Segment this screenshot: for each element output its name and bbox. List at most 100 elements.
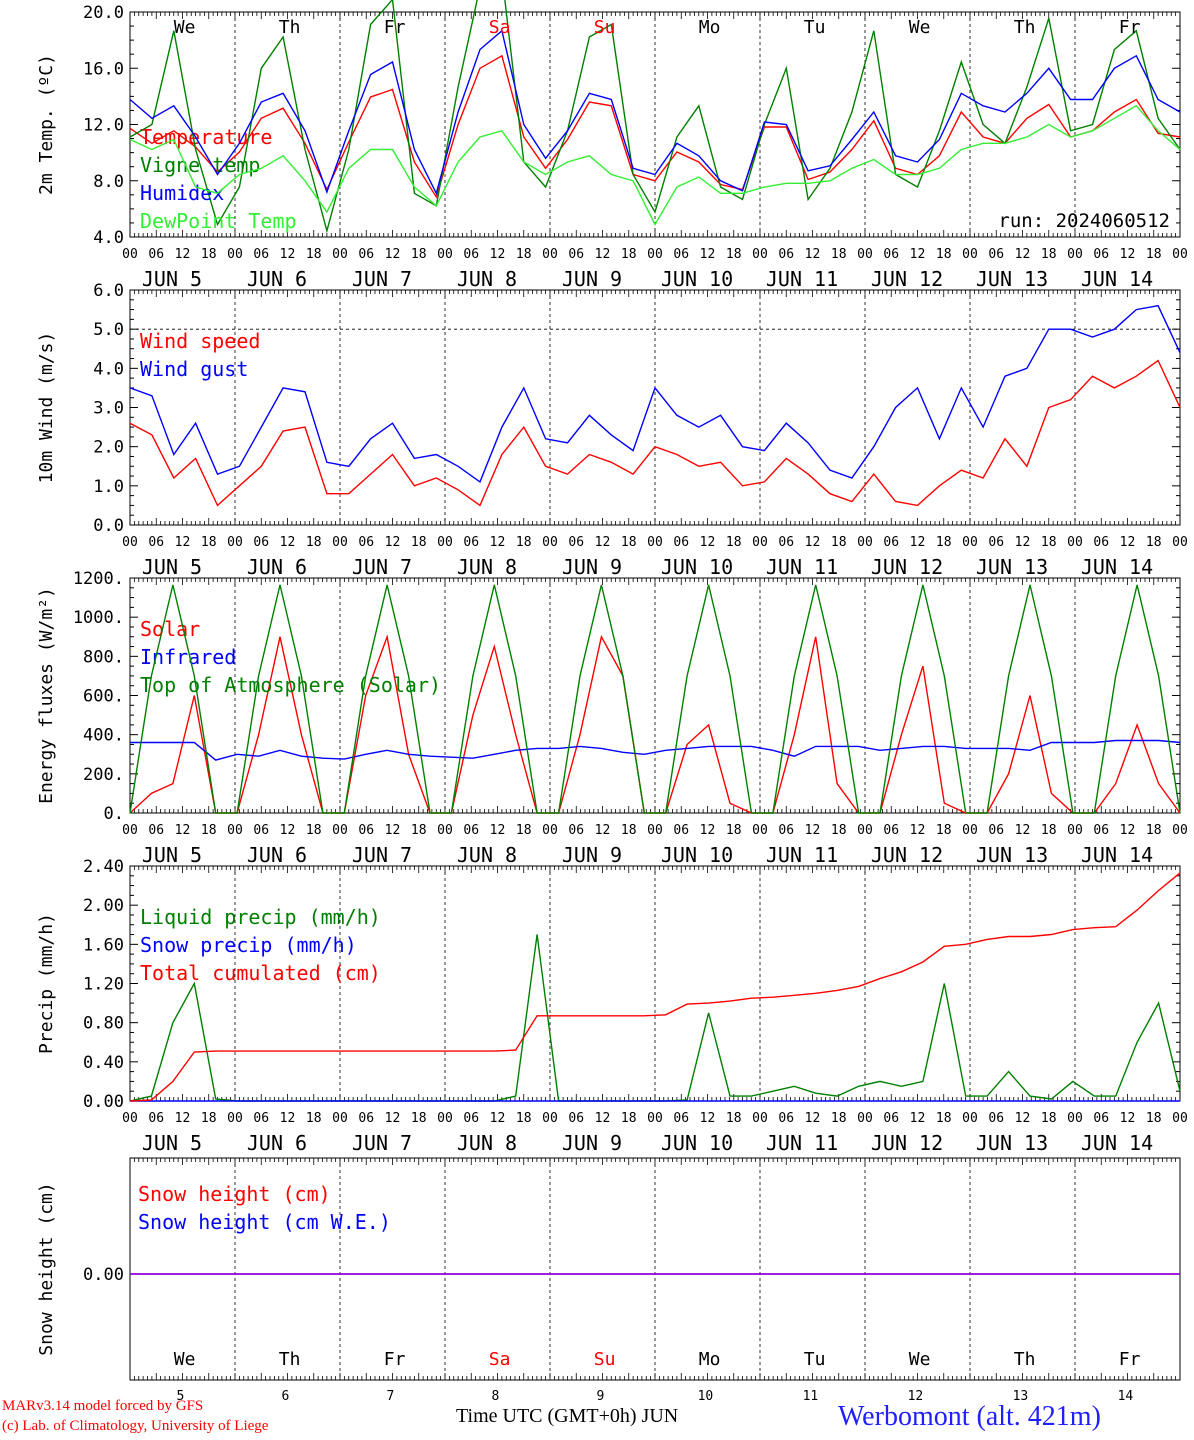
panel-hour-label: 06: [988, 1111, 1004, 1126]
day-number-label: 9: [596, 1389, 604, 1404]
legend-entry: Top of Atmosphere (Solar): [140, 673, 441, 697]
panel-hour-label: 06: [673, 823, 689, 838]
y-tick-label: 2.0: [93, 438, 124, 458]
panel-hour-label: 00: [857, 535, 873, 550]
y-tick-label: 0.40: [83, 1053, 124, 1073]
panel-hour-label: 12: [805, 1111, 821, 1126]
panel-2: 0.0 1.0 2.0 3.0 4.0 5.0 6.0 10m Wind (m/s) Wind …: [36, 281, 1188, 579]
panel-hour-label: 00: [962, 1111, 978, 1126]
panel-hour-label: 00: [227, 823, 243, 838]
day-number-label: 12: [908, 1389, 924, 1404]
panel-hour-label: 18: [1146, 535, 1162, 550]
panel-hour-label: 06: [358, 823, 374, 838]
panel-hour-label: 00: [752, 823, 768, 838]
panel-hour-label: 18: [306, 1111, 322, 1126]
panel-date-label: JUN 6: [247, 843, 307, 867]
panel-hour-label: 18: [306, 535, 322, 550]
panel-hour-label: 18: [831, 247, 847, 262]
panel-hour-label: 18: [936, 1111, 952, 1126]
panel-hour-label: 12: [280, 535, 296, 550]
series-line-humidex: [129, 29, 1181, 196]
y-axis-label: Energy fluxes (W/m²): [36, 587, 57, 804]
panel-hour-label: 06: [1093, 823, 1109, 838]
bottom-weekday-label: Fr: [1119, 1349, 1141, 1370]
panel-hour-label: 18: [831, 535, 847, 550]
panel-date-label: JUN 9: [562, 843, 622, 867]
panel-hour-label: 18: [516, 535, 532, 550]
panel-hour-label: 00: [1067, 823, 1083, 838]
panel-hour-label: 12: [1015, 1111, 1031, 1126]
panel-hour-label: 06: [1093, 535, 1109, 550]
panel-hour-label: 18: [411, 823, 427, 838]
panel-hour-label: 18: [621, 1111, 637, 1126]
panel-date-label: JUN 6: [247, 555, 307, 579]
panel-hour-label: 12: [1015, 247, 1031, 262]
run-annotation: run: 2024060512: [998, 210, 1170, 232]
panel-hour-label: 18: [936, 247, 952, 262]
day-number-label: 14: [1118, 1389, 1134, 1404]
top-weekday-label: Th: [1014, 17, 1036, 38]
panel-hour-label: 00: [647, 535, 663, 550]
top-weekday-label: We: [174, 17, 196, 38]
x-axis-title: Time UTC (GMT+0h) JUN: [456, 1405, 679, 1427]
y-tick-label: 200.: [83, 765, 124, 785]
panel-hour-label: 00: [647, 1111, 663, 1126]
panel-hour-label: 18: [726, 535, 742, 550]
panel-hour-label: 18: [831, 1111, 847, 1126]
station-name: Werbomont (alt. 421m): [838, 1401, 1101, 1432]
panel-hour-label: 18: [1146, 1111, 1162, 1126]
panel-date-label: JUN 8: [457, 555, 517, 579]
bottom-weekday-label: Th: [279, 1349, 301, 1370]
legend-entry: DewPoint Temp: [140, 209, 297, 233]
panel-date-label: JUN 11: [766, 1131, 838, 1155]
panel-hour-label: 18: [936, 535, 952, 550]
top-weekday-label: Fr: [1119, 17, 1141, 38]
panel-hour-label: 06: [463, 1111, 479, 1126]
y-tick-label: 16.0: [83, 59, 124, 79]
panel-hour-label: 18: [621, 247, 637, 262]
day-number-label: 8: [491, 1389, 499, 1404]
panel-date-label: JUN 11: [766, 843, 838, 867]
panel-hour-label: 00: [332, 1111, 348, 1126]
panel-hour-label: 00: [227, 247, 243, 262]
legend-entry: Total cumulated (cm): [140, 961, 381, 985]
panel-date-label: JUN 10: [661, 1131, 733, 1155]
panel-hour-label: 12: [1015, 823, 1031, 838]
y-tick-label: 20.0: [83, 3, 124, 23]
panel-hour-label: 18: [1146, 247, 1162, 262]
y-tick-label: 0.: [104, 804, 124, 824]
model-credit: MARv3.14 model forced by GFS: [2, 1398, 204, 1414]
panel-hour-label: 12: [595, 247, 611, 262]
university-credit: (c) Lab. of Climatology, University of L…: [2, 1418, 269, 1434]
panel-hour-label: 18: [621, 823, 637, 838]
panel-date-label: JUN 7: [352, 843, 412, 867]
panel-hour-label: 18: [621, 535, 637, 550]
panel-hour-label: 12: [1120, 823, 1136, 838]
panel-hour-label: 06: [358, 1111, 374, 1126]
panel-hour-label: 00: [857, 247, 873, 262]
y-tick-label: 1.60: [83, 935, 124, 955]
day-number-label: 11: [803, 1389, 819, 1404]
panel-date-label: JUN 13: [976, 843, 1048, 867]
bottom-weekday-label: Sa: [489, 1349, 511, 1370]
panel-hour-label: 00: [962, 247, 978, 262]
panel-hour-label: 12: [595, 823, 611, 838]
y-axis-label: 2m Temp. (ºC): [36, 54, 57, 195]
panel-date-label: JUN 9: [562, 555, 622, 579]
legend-entry: Liquid precip (mm/h): [140, 905, 381, 929]
panel-hour-label: 18: [831, 823, 847, 838]
panel-hour-label: 18: [411, 247, 427, 262]
panel-hour-label: 06: [1093, 1111, 1109, 1126]
bottom-weekday-label: Th: [1014, 1349, 1036, 1370]
panel-hour-label: 12: [175, 1111, 191, 1126]
panel-hour-label: 00: [332, 247, 348, 262]
panel-hour-label: 06: [883, 247, 899, 262]
y-tick-label: 3.0: [93, 399, 124, 419]
y-tick-label: 0.0: [93, 516, 124, 536]
panel-hour-label: 18: [1041, 1111, 1057, 1126]
panel-date-label: JUN 13: [976, 1131, 1048, 1155]
y-tick-label: 4.0: [93, 228, 124, 248]
panel-1: 4.08.012.016.020.02m Temp. (ºC) Temperatu…: [36, 0, 1188, 291]
panel-hour-label: 06: [148, 823, 164, 838]
